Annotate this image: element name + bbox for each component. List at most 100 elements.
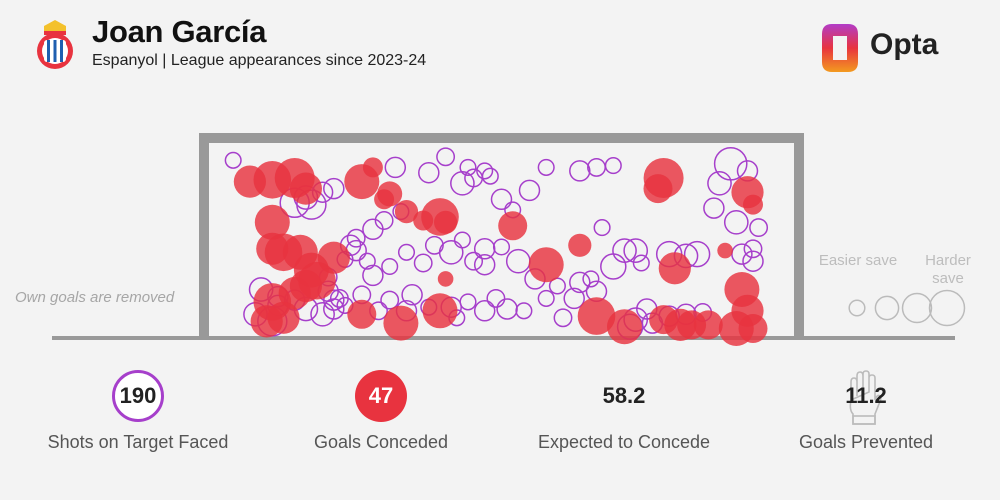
save-marker: [587, 157, 606, 177]
shots-badge: 190: [112, 370, 164, 422]
goal-marker: [347, 299, 377, 329]
save-marker: [515, 302, 533, 320]
own-goals-note: Own goals are removed: [15, 289, 175, 306]
save-marker: [453, 231, 471, 249]
save-marker: [473, 253, 496, 276]
save-marker: [473, 300, 496, 322]
goal-marker: [437, 271, 454, 287]
prevented-badge: 11.2: [840, 370, 892, 425]
save-marker: [397, 243, 416, 261]
save-marker: [323, 289, 345, 311]
save-marker: [537, 158, 555, 176]
legend-size-circle: [901, 292, 933, 324]
save-marker: [329, 288, 349, 308]
goal-marker: [717, 242, 733, 259]
goal-marker: [738, 314, 768, 343]
save-marker: [424, 235, 444, 255]
save-marker: [490, 188, 513, 211]
goal-frame: [199, 133, 804, 338]
page-subtitle: Espanyol | League appearances since 2023…: [92, 52, 427, 69]
save-marker: [450, 170, 475, 196]
stat-goals-conceded: 47 Goals Conceded: [261, 370, 501, 453]
save-marker: [459, 293, 477, 311]
goal-marker: [250, 305, 283, 338]
save-marker: [362, 264, 384, 287]
goal-marker: [377, 181, 403, 207]
goal-marker: [289, 172, 322, 205]
save-marker: [713, 146, 748, 181]
save-marker: [723, 209, 749, 235]
xg-value: 58.2: [602, 383, 646, 408]
save-marker: [362, 218, 384, 241]
save-marker: [486, 288, 506, 308]
legend-size-circle: [928, 289, 966, 327]
goals-label: Goals Conceded: [313, 432, 449, 452]
prevented-label: Goals Prevented: [798, 432, 934, 452]
goal-marker: [434, 210, 458, 234]
save-marker: [731, 243, 753, 265]
goal-marker: [693, 310, 723, 340]
save-marker: [743, 239, 763, 259]
shots-label: Shots on Target Faced: [47, 432, 229, 452]
save-marker: [459, 158, 477, 176]
save-marker: [563, 287, 585, 310]
save-marker: [604, 157, 622, 175]
goal-marker: [362, 157, 383, 178]
goal-marker: [254, 204, 290, 240]
shot-markers: [224, 146, 769, 346]
xg-badge: 58.2: [598, 370, 650, 422]
save-marker: [593, 219, 611, 237]
goal-marker: [383, 305, 419, 341]
save-marker: [381, 257, 399, 276]
goal-marker: [528, 247, 564, 283]
goalkeeper-glove-icon: [849, 370, 882, 425]
save-marker: [481, 167, 499, 185]
save-marker: [476, 162, 494, 180]
save-marker: [473, 238, 496, 260]
shots-value: 190: [119, 383, 157, 408]
save-marker: [518, 179, 541, 202]
save-marker: [683, 240, 711, 268]
prevented-value: 11.2: [845, 383, 887, 408]
size-legend: [848, 289, 966, 327]
goal-marker: [607, 309, 642, 345]
goal-marker: [422, 293, 458, 329]
goal-marker: [577, 297, 616, 335]
stat-expected-to-concede: 58.2 Expected to Concede: [504, 370, 744, 453]
save-marker: [346, 228, 366, 248]
legend-harder-label: Harder save: [925, 252, 971, 287]
save-marker: [582, 270, 600, 288]
stat-shots-on-target: 190 Shots on Target Faced: [18, 370, 258, 453]
save-marker: [374, 211, 394, 230]
save-marker: [505, 248, 531, 274]
goal-marker: [643, 174, 673, 204]
save-marker: [600, 253, 627, 280]
legend-size-circle: [848, 299, 866, 317]
save-marker: [310, 301, 335, 327]
xg-label: Expected to Concede: [537, 432, 711, 452]
save-marker: [553, 308, 573, 328]
save-marker: [224, 151, 242, 169]
save-marker: [569, 271, 591, 294]
player-name: Joan García: [92, 14, 267, 49]
save-marker: [623, 238, 649, 263]
save-marker: [548, 277, 566, 295]
opta-logo: [822, 24, 858, 72]
goals-badge: 47: [355, 370, 407, 422]
opta-wordmark: Opta: [870, 28, 939, 61]
stat-goals-prevented: 11.2 Goals Prevented: [746, 370, 986, 453]
save-marker: [749, 218, 769, 238]
save-marker: [703, 197, 725, 219]
save-marker: [380, 290, 400, 310]
goal-marker: [498, 211, 528, 241]
goal-marker: [394, 200, 419, 224]
espanyol-crest-logo: [37, 20, 73, 69]
save-marker: [632, 254, 650, 272]
save-marker: [401, 284, 423, 306]
legend-size-circle: [874, 295, 900, 321]
goal-marker: [743, 194, 763, 215]
save-marker: [436, 147, 456, 167]
save-marker: [413, 253, 433, 273]
legend-easier-label: Easier save: [818, 252, 898, 269]
